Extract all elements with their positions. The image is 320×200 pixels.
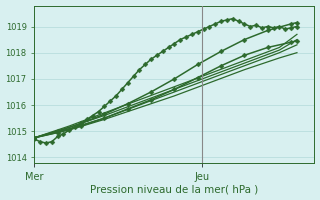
- X-axis label: Pression niveau de la mer( hPa ): Pression niveau de la mer( hPa ): [90, 184, 259, 194]
